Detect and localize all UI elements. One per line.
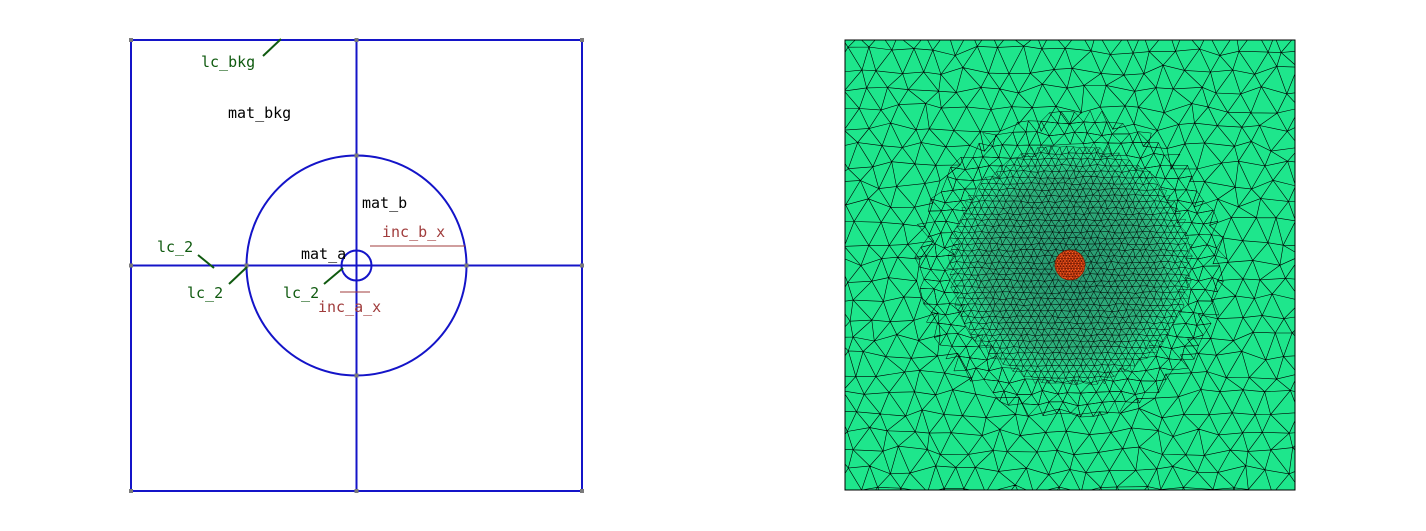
point bbox=[580, 489, 584, 493]
point bbox=[129, 489, 133, 493]
inclusion-a-boundary bbox=[340, 249, 373, 282]
geometry-points bbox=[129, 38, 584, 493]
point bbox=[354, 489, 359, 493]
mesh-edges bbox=[845, 40, 1295, 490]
mesh-view bbox=[844, 39, 1296, 491]
point bbox=[129, 38, 133, 42]
mat-bkg-label: mat_bkg bbox=[228, 104, 291, 122]
lc-bkg-leader bbox=[262, 38, 282, 57]
dimension-lines bbox=[340, 245, 465, 293]
lc-bkg-label: lc_bkg bbox=[201, 53, 255, 71]
lc-2-outer-leader bbox=[228, 266, 248, 285]
lc-2-left-label: lc_2 bbox=[157, 238, 193, 256]
point bbox=[354, 153, 359, 158]
mesh-triangles bbox=[946, 145, 1193, 386]
point bbox=[244, 263, 249, 268]
point bbox=[580, 263, 584, 268]
point bbox=[580, 38, 584, 42]
mesh-triangles bbox=[914, 110, 1228, 418]
point bbox=[354, 373, 359, 378]
lc-2-inner-leader bbox=[323, 267, 344, 285]
inc-b-x-label: inc_b_x bbox=[382, 223, 445, 241]
geometry-view: lc_bkg mat_bkg mat_b inc_b_x lc_2 mat_a … bbox=[129, 38, 584, 493]
point bbox=[354, 38, 359, 42]
lc-2-inner-label: lc_2 bbox=[283, 284, 319, 302]
mat-b-label: mat_b bbox=[362, 194, 407, 212]
mesh-frame bbox=[844, 39, 1296, 491]
lc-leaders bbox=[197, 38, 344, 285]
mesh-triangles bbox=[1054, 250, 1087, 280]
inclusion-b-fine-mesh bbox=[946, 145, 1193, 386]
point bbox=[129, 263, 133, 268]
inc-a-x-label: inc_a_x bbox=[318, 298, 381, 316]
inclusion-a-fine-mesh bbox=[1054, 250, 1087, 280]
lc-2-left-leader bbox=[197, 254, 215, 269]
lc-2-outer-label: lc_2 bbox=[187, 284, 223, 302]
point bbox=[464, 263, 469, 268]
mat-a-label: mat_a bbox=[301, 245, 346, 263]
mesh-triangles bbox=[845, 40, 1295, 490]
